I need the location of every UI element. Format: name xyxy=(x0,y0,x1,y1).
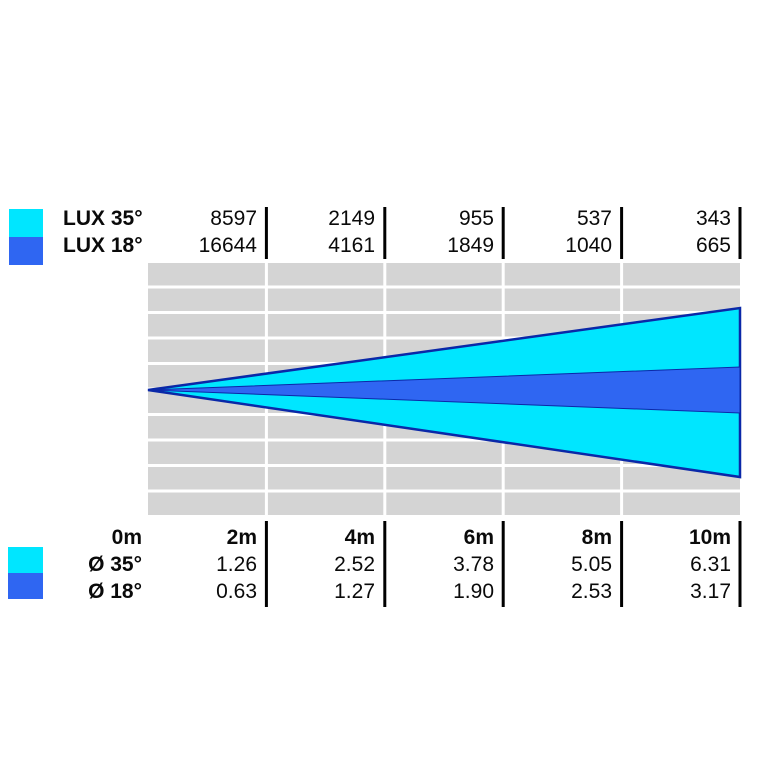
diameter-35-value-6m: 3.78 xyxy=(453,553,494,576)
separator xyxy=(501,521,505,607)
diameter-18-row-label: Ø 18° xyxy=(88,580,142,603)
separator xyxy=(383,207,387,259)
legend-swatch-diameter-35 xyxy=(8,547,43,573)
diameter-35-value-4m: 2.52 xyxy=(334,553,375,576)
grid-stripe xyxy=(148,263,740,286)
separator xyxy=(620,521,624,607)
lux-35-value-4m: 2149 xyxy=(328,207,375,230)
distance-label-4m: 4m xyxy=(344,526,375,549)
grid-stripe xyxy=(148,288,740,311)
lux-18-value-6m: 1849 xyxy=(447,234,494,257)
diameter-35-value-10m: 6.31 xyxy=(690,553,731,576)
legend-swatch-diameter-18 xyxy=(8,573,43,599)
diameter-18-value-2m: 0.63 xyxy=(216,580,257,603)
separator xyxy=(738,521,742,607)
grid-stripe xyxy=(148,492,740,515)
lux-18-value-4m: 4161 xyxy=(328,234,375,257)
lux-18-value-8m: 1040 xyxy=(565,234,612,257)
legend-swatch-lux-18 xyxy=(9,237,43,265)
diameter-table-separators xyxy=(264,521,742,607)
lux-35-value-6m: 955 xyxy=(458,207,494,230)
beam-cone-18deg xyxy=(147,366,741,414)
distance-label-6m: 6m xyxy=(463,526,494,549)
legend-swatch-lux-35 xyxy=(9,209,43,237)
lux-table-separators xyxy=(264,207,742,259)
separator xyxy=(264,521,268,607)
lux-18-row-label: LUX 18° xyxy=(63,234,143,257)
grid-stripe xyxy=(148,467,740,490)
separator xyxy=(264,207,268,259)
diameter-35-row-label: Ø 35° xyxy=(88,553,142,576)
diameter-18-value-6m: 1.90 xyxy=(453,580,494,603)
lux-35-value-10m: 343 xyxy=(695,207,731,230)
separator xyxy=(501,207,505,259)
distance-label-0m: 0m xyxy=(111,526,142,549)
distance-label-10m: 10m xyxy=(688,526,731,549)
diameter-18-value-4m: 1.27 xyxy=(334,580,375,603)
lux-35-value-2m: 8597 xyxy=(210,207,257,230)
lux-18-value-2m: 16644 xyxy=(198,234,257,257)
lux-35-row-label: LUX 35° xyxy=(63,207,143,230)
diameter-35-value-8m: 5.05 xyxy=(571,553,612,576)
diameter-35-value-2m: 1.26 xyxy=(216,553,257,576)
separator xyxy=(738,207,742,259)
distance-label-8m: 8m xyxy=(581,526,612,549)
separator xyxy=(620,207,624,259)
diameter-18-value-8m: 2.53 xyxy=(571,580,612,603)
diameter-18-value-10m: 3.17 xyxy=(690,580,731,603)
distance-label-2m: 2m xyxy=(226,526,257,549)
separator xyxy=(383,521,387,607)
lux-35-value-8m: 537 xyxy=(576,207,612,230)
lux-18-value-10m: 665 xyxy=(695,234,731,257)
